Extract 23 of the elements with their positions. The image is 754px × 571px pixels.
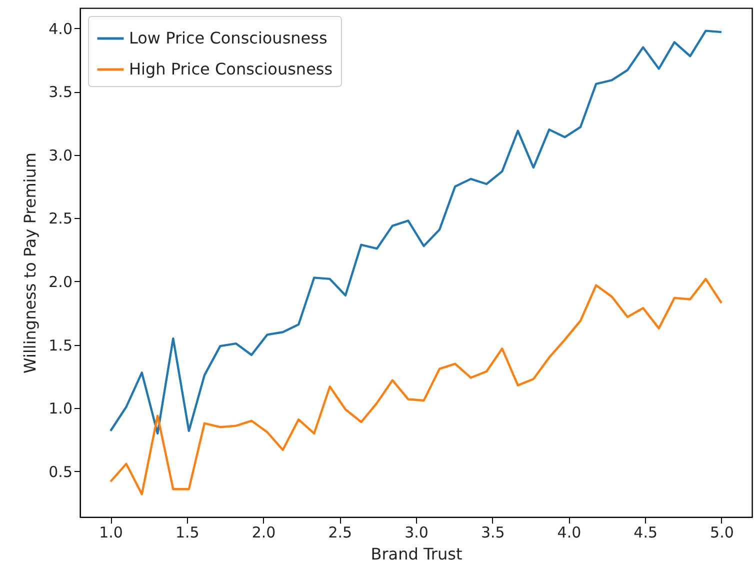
x-tick-label: 2.5 xyxy=(328,524,352,542)
legend-label: High Price Consciousness xyxy=(129,60,333,78)
y-axis-title: Willingness to Pay Premium xyxy=(20,152,40,374)
x-tick-label: 4.5 xyxy=(634,524,658,542)
line-series xyxy=(109,278,723,496)
legend-label: Low Price Consciousness xyxy=(129,28,328,48)
y-tick-label: 4.0 xyxy=(48,20,72,38)
line-series xyxy=(109,30,723,435)
x-tick-label: 1.5 xyxy=(175,524,200,542)
x-axis-title: Brand Trust xyxy=(370,544,462,564)
y-tick-label: 3.0 xyxy=(48,146,72,164)
x-tick-label: 3.5 xyxy=(480,524,505,542)
x-tick-label: 2.0 xyxy=(252,524,276,542)
y-tick-label: 2.0 xyxy=(48,272,72,291)
x-tick-label: 1.0 xyxy=(99,524,123,542)
y-tick-label: 0.5 xyxy=(48,462,72,481)
x-tick-label: 4.0 xyxy=(557,524,582,542)
y-tick-label: 2.5 xyxy=(48,210,72,228)
x-tick-label: 3.0 xyxy=(404,524,428,542)
y-tick-label: 1.5 xyxy=(48,336,72,354)
y-tick-label: 1.0 xyxy=(48,400,72,418)
y-tick-label: 3.5 xyxy=(48,83,72,102)
x-tick-label: 5.0 xyxy=(710,524,734,542)
